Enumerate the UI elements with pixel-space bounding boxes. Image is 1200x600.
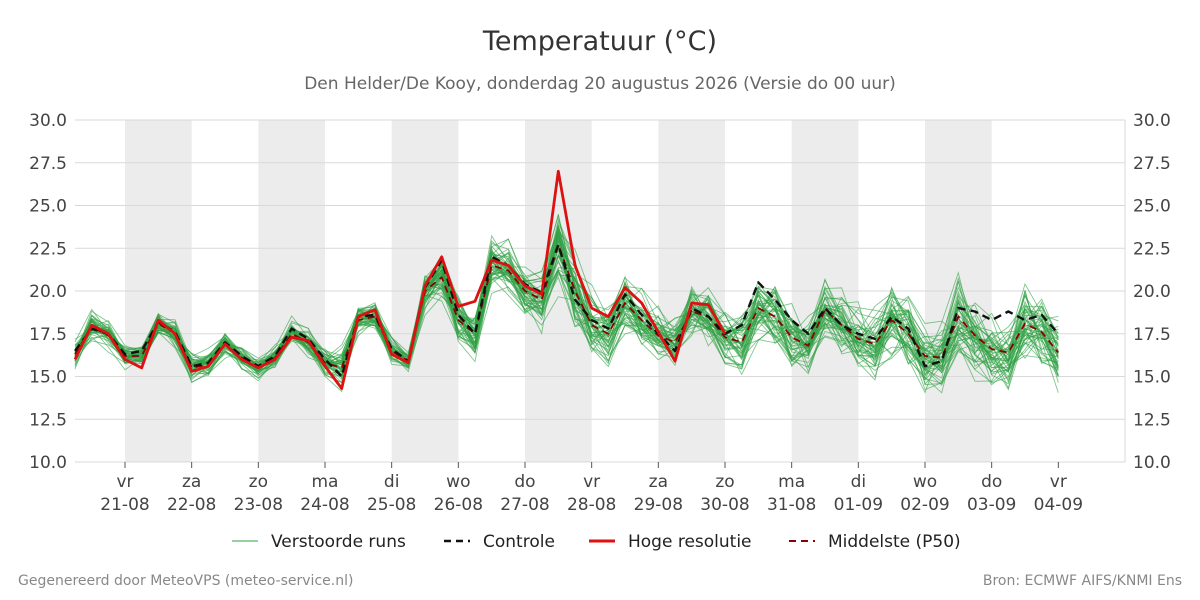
x-tick-date-10: 31-08 [767, 495, 816, 515]
x-tick-date-13: 03-09 [967, 495, 1016, 515]
y-tick-right-6: 25.0 [1133, 197, 1171, 217]
x-tick-date-5: 26-08 [434, 495, 483, 515]
y-axis-left: 10.0 12.5 15.0 17.5 20.0 22.5 25.0 27.5 30.0 [29, 111, 67, 473]
x-tick-date-1: 22-08 [167, 495, 216, 515]
x-axis: vr 21-08 za 22-08 zo 23-08 ma 24-08 di 25-08 wo 26-… [100, 462, 1083, 515]
x-tick-day-7: vr [583, 472, 600, 492]
y-tick-right-3: 17.5 [1133, 325, 1171, 345]
y-tick-left-8: 30.0 [29, 111, 67, 131]
footer-generated-by: Gegenereerd door MeteoVPS (meteo-service… [18, 573, 353, 589]
y-tick-right-0: 10.0 [1133, 453, 1171, 473]
legend: Verstoorde runs Controle Hoge resolutie … [232, 532, 961, 552]
x-tick-day-9: zo [715, 472, 734, 492]
legend-label-control: Controle [483, 532, 555, 552]
x-tick-date-0: 21-08 [100, 495, 149, 515]
x-tick-day-13: do [981, 472, 1002, 492]
y-tick-right-1: 12.5 [1133, 410, 1171, 430]
footer-source: Bron: ECMWF AIFS/KNMI Ens [983, 573, 1182, 589]
x-tick-day-0: vr [116, 472, 133, 492]
x-tick-day-1: za [182, 472, 201, 492]
x-tick-date-14: 04-09 [1034, 495, 1083, 515]
x-tick-date-8: 29-08 [634, 495, 683, 515]
x-tick-day-8: za [649, 472, 668, 492]
legend-label-hires: Hoge resolutie [628, 532, 752, 552]
x-tick-date-4: 25-08 [367, 495, 416, 515]
y-tick-left-0: 10.0 [29, 453, 67, 473]
x-tick-day-4: di [384, 472, 400, 492]
ensemble-member-48 [74, 268, 1059, 386]
y-tick-left-3: 17.5 [29, 325, 67, 345]
series-line-controle [74, 243, 1060, 378]
x-tick-date-3: 24-08 [300, 495, 349, 515]
y-axis-right: 10.0 12.5 15.0 17.5 20.0 22.5 25.0 27.5 30.0 [1133, 111, 1171, 473]
x-tick-day-3: ma [312, 472, 339, 492]
x-tick-day-6: do [514, 472, 535, 492]
x-tick-day-11: di [851, 472, 867, 492]
x-tick-day-12: wo [913, 472, 937, 492]
x-tick-date-6: 27-08 [500, 495, 549, 515]
x-tick-date-2: 23-08 [234, 495, 283, 515]
legend-label-ensemble: Verstoorde runs [271, 532, 406, 552]
y-tick-right-7: 27.5 [1133, 154, 1171, 174]
y-tick-left-4: 20.0 [29, 282, 67, 302]
x-tick-day-5: wo [446, 472, 470, 492]
main-series [73, 169, 1060, 390]
series-line-middelste-p50 [74, 243, 1060, 369]
ensemble-member-34 [74, 228, 1059, 382]
x-tick-day-2: zo [249, 472, 268, 492]
y-tick-left-1: 12.5 [29, 410, 67, 430]
x-tick-day-10: ma [778, 472, 805, 492]
chart-subtitle: Den Helder/De Kooy, donderdag 20 augustu… [304, 74, 896, 94]
x-tick-date-12: 02-09 [900, 495, 949, 515]
y-tick-left-6: 25.0 [29, 197, 67, 217]
y-tick-right-2: 15.0 [1133, 368, 1171, 388]
x-tick-date-9: 30-08 [700, 495, 749, 515]
y-tick-right-5: 22.5 [1133, 239, 1171, 259]
y-tick-right-8: 30.0 [1133, 111, 1171, 131]
series-line-hoge-resolutie [73, 169, 727, 390]
x-tick-date-11: 01-09 [834, 495, 883, 515]
y-tick-left-7: 27.5 [29, 154, 67, 174]
y-tick-left-5: 22.5 [29, 239, 67, 259]
x-tick-date-7: 28-08 [567, 495, 616, 515]
y-tick-right-4: 20.0 [1133, 282, 1171, 302]
legend-label-p50: Middelste (P50) [828, 532, 961, 552]
x-tick-day-14: vr [1050, 472, 1067, 492]
chart-title: Temperatuur (°C) [482, 26, 717, 57]
y-tick-left-2: 15.0 [29, 368, 67, 388]
